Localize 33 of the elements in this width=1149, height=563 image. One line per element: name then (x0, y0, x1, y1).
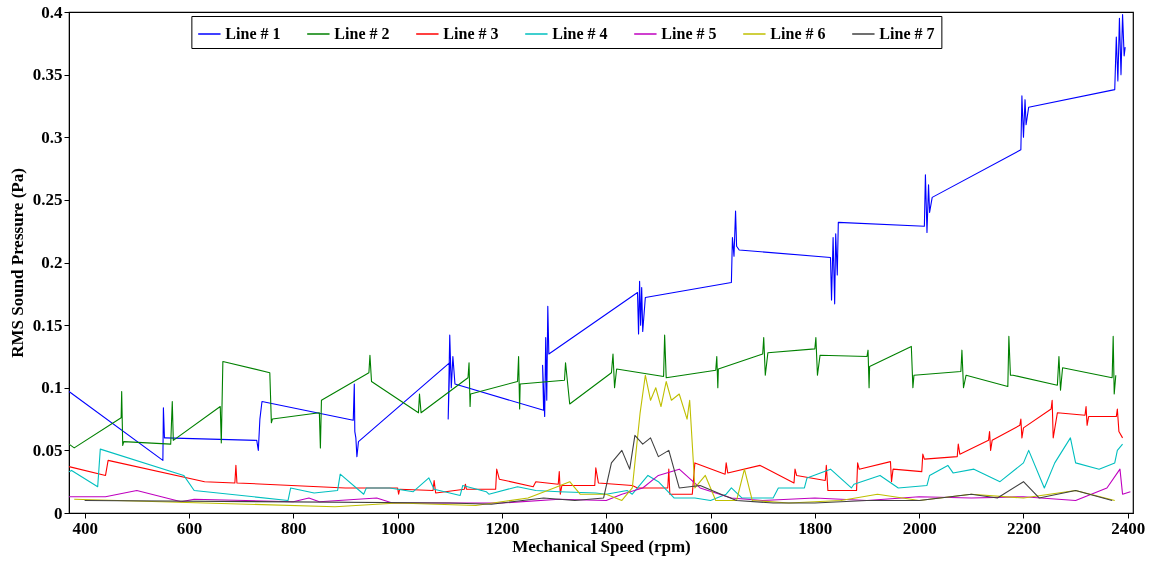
x-tick-label: 2200 (1006, 518, 1041, 538)
x-tick-label: 1800 (798, 518, 833, 538)
legend-label: Line # 4 (552, 25, 608, 42)
y-axis-title: RMS Sound Pressure (Pa) (7, 168, 27, 358)
x-tick-label: 800 (281, 518, 307, 538)
x-tick-label: 600 (176, 518, 203, 538)
x-tick-label: 400 (72, 518, 98, 538)
legend-label: Line # 7 (879, 25, 935, 42)
legend-label: Line # 1 (225, 25, 281, 42)
y-tick-label: 0.25 (32, 190, 63, 210)
x-axis-title: Mechanical Speed (rpm) (512, 536, 691, 556)
y-tick-label: 0.1 (41, 378, 63, 398)
legend-label: Line # 6 (770, 25, 826, 42)
x-tick-label: 2400 (1111, 518, 1146, 538)
y-tick-label: 0.35 (32, 65, 63, 85)
x-tick-label: 1200 (485, 518, 520, 538)
line-series (68, 13, 1126, 461)
x-tick-label: 1600 (694, 518, 729, 538)
y-tick-label: 0.15 (32, 315, 63, 335)
line-series (68, 399, 1124, 495)
legend-label: Line # 2 (334, 25, 390, 42)
legend-label: Line # 3 (443, 25, 499, 42)
y-tick-label: 0.05 (32, 440, 63, 460)
line-series (73, 374, 1116, 508)
y-tick-label: 0 (54, 503, 63, 523)
y-tick-label: 0.3 (41, 127, 63, 147)
y-tick-label: 0.2 (41, 253, 63, 272)
line-series (68, 334, 1117, 449)
x-tick-label: 1000 (381, 518, 416, 538)
x-tick-label: 2000 (902, 518, 937, 538)
legend-label: Line # 5 (661, 25, 717, 42)
x-tick-label: 1400 (589, 518, 624, 538)
y-tick-label: 0.4 (41, 2, 63, 22)
